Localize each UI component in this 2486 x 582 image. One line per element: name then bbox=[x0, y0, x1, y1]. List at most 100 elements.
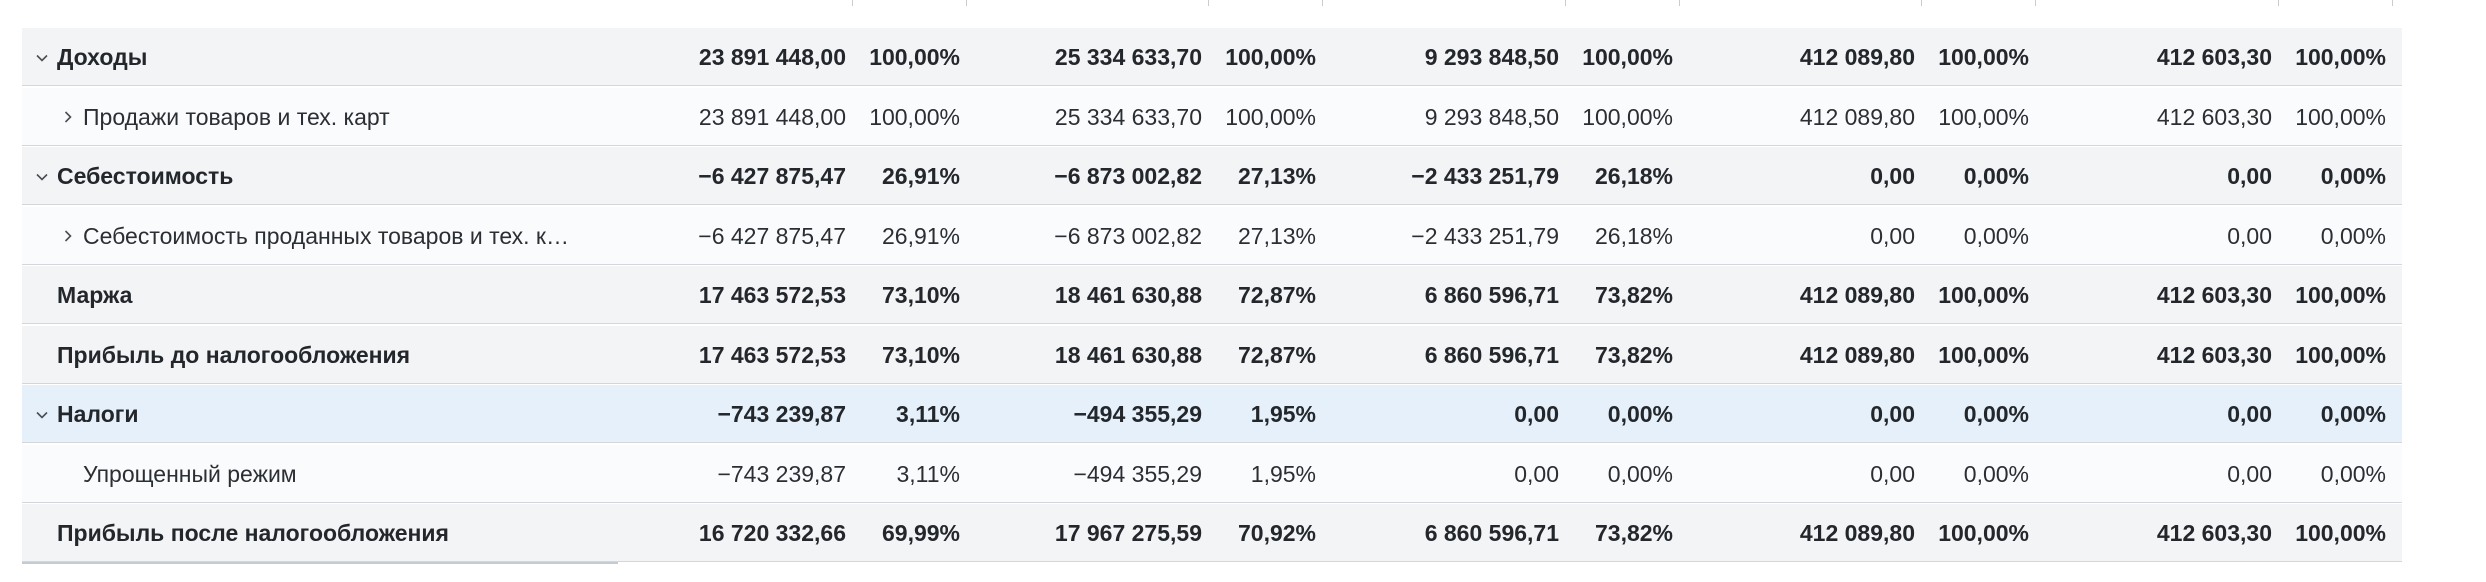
percent-cell: 1,95% bbox=[1250, 401, 1316, 427]
percent-cell: 100,00% bbox=[1938, 282, 2029, 308]
amount-cell: 25 334 633,70 bbox=[1054, 103, 1202, 130]
amount-cell: 412 089,80 bbox=[1799, 341, 1915, 368]
amount-cell: 412 089,80 bbox=[1799, 103, 1915, 130]
table-header-strip bbox=[22, 0, 2402, 29]
horizontal-scrollbar[interactable] bbox=[22, 562, 618, 564]
header-column-divider bbox=[2035, 0, 2036, 6]
header-column-divider bbox=[1322, 0, 1323, 6]
chevron-right-icon[interactable] bbox=[58, 88, 78, 146]
table-row[interactable]: Упрощенный режим −743 239,87 3,11% −494 355… bbox=[22, 444, 2402, 503]
percent-cell: 70,92% bbox=[1237, 520, 1316, 546]
percent-cell: 100,00% bbox=[1582, 44, 1673, 70]
amount-cell: 0,00 bbox=[1870, 460, 1915, 487]
table-row[interactable]: Налоги −743 239,87 3,11% −494 355,29 1,95% 0,… bbox=[22, 385, 2402, 443]
amount-cell: −494 355,29 bbox=[1073, 460, 1202, 487]
chevron-right-icon[interactable] bbox=[58, 207, 78, 265]
header-column-divider bbox=[1679, 0, 1680, 6]
percent-cell: 0,00% bbox=[1963, 222, 2029, 249]
percent-cell: 73,82% bbox=[1594, 341, 1673, 368]
amount-cell: 0,00 bbox=[2227, 222, 2272, 249]
amount-cell: −2 433 251,79 bbox=[1411, 222, 1559, 249]
percent-cell: 0,00% bbox=[2320, 460, 2386, 487]
amount-cell: 0,00 bbox=[2227, 163, 2272, 189]
table-row[interactable]: Маржа 17 463 572,53 73,10% 18 461 630,88 72,… bbox=[22, 266, 2402, 324]
chevron-down-icon[interactable] bbox=[32, 385, 52, 443]
amount-cell: −6 427 875,47 bbox=[698, 163, 846, 189]
chevron-down-icon[interactable] bbox=[32, 28, 52, 86]
percent-cell: 26,18% bbox=[1594, 222, 1673, 249]
header-column-divider bbox=[2392, 0, 2393, 6]
percent-cell: 100,00% bbox=[1225, 103, 1316, 130]
amount-cell: 17 463 572,53 bbox=[698, 282, 846, 308]
percent-cell: 0,00% bbox=[1607, 460, 1673, 487]
amount-cell: 9 293 848,50 bbox=[1424, 44, 1559, 70]
amount-cell: 0,00 bbox=[2227, 401, 2272, 427]
amount-cell: 18 461 630,88 bbox=[1054, 282, 1202, 308]
amount-cell: 0,00 bbox=[1870, 222, 1915, 249]
amount-cell: 412 089,80 bbox=[1799, 520, 1915, 546]
percent-cell: 0,00% bbox=[1963, 460, 2029, 487]
amount-cell: 0,00 bbox=[2227, 460, 2272, 487]
amount-cell: 412 603,30 bbox=[2156, 44, 2272, 70]
percent-cell: 100,00% bbox=[2295, 44, 2386, 70]
amount-cell: 0,00 bbox=[1514, 401, 1559, 427]
amount-cell: 16 720 332,66 bbox=[698, 520, 846, 546]
amount-cell: 9 293 848,50 bbox=[1424, 103, 1559, 130]
percent-cell: 100,00% bbox=[869, 103, 960, 130]
row-label: Упрощенный режим bbox=[83, 460, 297, 487]
percent-cell: 26,91% bbox=[881, 163, 960, 189]
amount-cell: 412 089,80 bbox=[1799, 44, 1915, 70]
row-label: Прибыль до налогообложения bbox=[57, 341, 411, 368]
percent-cell: 73,10% bbox=[881, 341, 960, 368]
row-label: Налоги bbox=[57, 401, 139, 427]
table-row[interactable]: Прибыль до налогообложения 17 463 572,53 7… bbox=[22, 325, 2402, 384]
percent-cell: 27,13% bbox=[1237, 163, 1316, 189]
amount-cell: 412 603,30 bbox=[2156, 520, 2272, 546]
header-column-divider bbox=[1921, 0, 1922, 6]
amount-cell: 412 603,30 bbox=[2156, 103, 2272, 130]
amount-cell: 6 860 596,71 bbox=[1424, 282, 1559, 308]
percent-cell: 0,00% bbox=[1963, 401, 2029, 427]
header-column-divider bbox=[2278, 0, 2279, 6]
percent-cell: 0,00% bbox=[2320, 163, 2386, 189]
table-row[interactable]: Доходы 23 891 448,00 100,00% 25 334 633,70 1… bbox=[22, 28, 2402, 86]
row-label: Доходы bbox=[57, 44, 148, 70]
amount-cell: 412 603,30 bbox=[2156, 341, 2272, 368]
percent-cell: 100,00% bbox=[2295, 341, 2386, 368]
percent-cell: 100,00% bbox=[1938, 520, 2029, 546]
table-row[interactable]: Прибыль после налогообложения 16 720 332,… bbox=[22, 504, 2402, 562]
amount-cell: −2 433 251,79 bbox=[1411, 163, 1559, 189]
row-label: Продажи товаров и тех. карт bbox=[83, 103, 390, 130]
row-label: Себестоимость bbox=[57, 163, 234, 189]
percent-cell: 72,87% bbox=[1237, 341, 1316, 368]
percent-cell: 26,18% bbox=[1594, 163, 1673, 189]
percent-cell: 100,00% bbox=[1938, 341, 2029, 368]
percent-cell: 0,00% bbox=[1963, 163, 2029, 189]
amount-cell: −743 239,87 bbox=[717, 460, 846, 487]
percent-cell: 27,13% bbox=[1237, 222, 1316, 249]
percent-cell: 100,00% bbox=[2295, 520, 2386, 546]
percent-cell: 100,00% bbox=[2295, 103, 2386, 130]
table-row[interactable]: Продажи товаров и тех. карт 23 891 448,00… bbox=[22, 87, 2402, 146]
amount-cell: 6 860 596,71 bbox=[1424, 520, 1559, 546]
table-row[interactable]: Себестоимость −6 427 875,47 26,91% −6 873 0… bbox=[22, 147, 2402, 205]
amount-cell: 25 334 633,70 bbox=[1054, 44, 1202, 70]
percent-cell: 100,00% bbox=[1225, 44, 1316, 70]
percent-cell: 69,99% bbox=[881, 520, 960, 546]
percent-cell: 3,11% bbox=[896, 460, 960, 487]
chevron-down-icon[interactable] bbox=[32, 147, 52, 205]
amount-cell: −6 873 002,82 bbox=[1054, 163, 1202, 189]
amount-cell: 0,00 bbox=[1870, 401, 1915, 427]
percent-cell: 26,91% bbox=[881, 222, 960, 249]
header-column-divider bbox=[1565, 0, 1566, 6]
amount-cell: 23 891 448,00 bbox=[698, 103, 846, 130]
percent-cell: 0,00% bbox=[2320, 401, 2386, 427]
amount-cell: 6 860 596,71 bbox=[1424, 341, 1559, 368]
table-row[interactable]: Себестоимость проданных товаров и тех. к… bbox=[22, 206, 2402, 265]
percent-cell: 100,00% bbox=[1938, 103, 2029, 130]
amount-cell: −6 427 875,47 bbox=[698, 222, 846, 249]
header-column-divider bbox=[852, 0, 853, 6]
row-label: Маржа bbox=[57, 282, 133, 308]
row-label: Прибыль после налогообложения bbox=[57, 520, 449, 546]
amount-cell: 412 603,30 bbox=[2156, 282, 2272, 308]
